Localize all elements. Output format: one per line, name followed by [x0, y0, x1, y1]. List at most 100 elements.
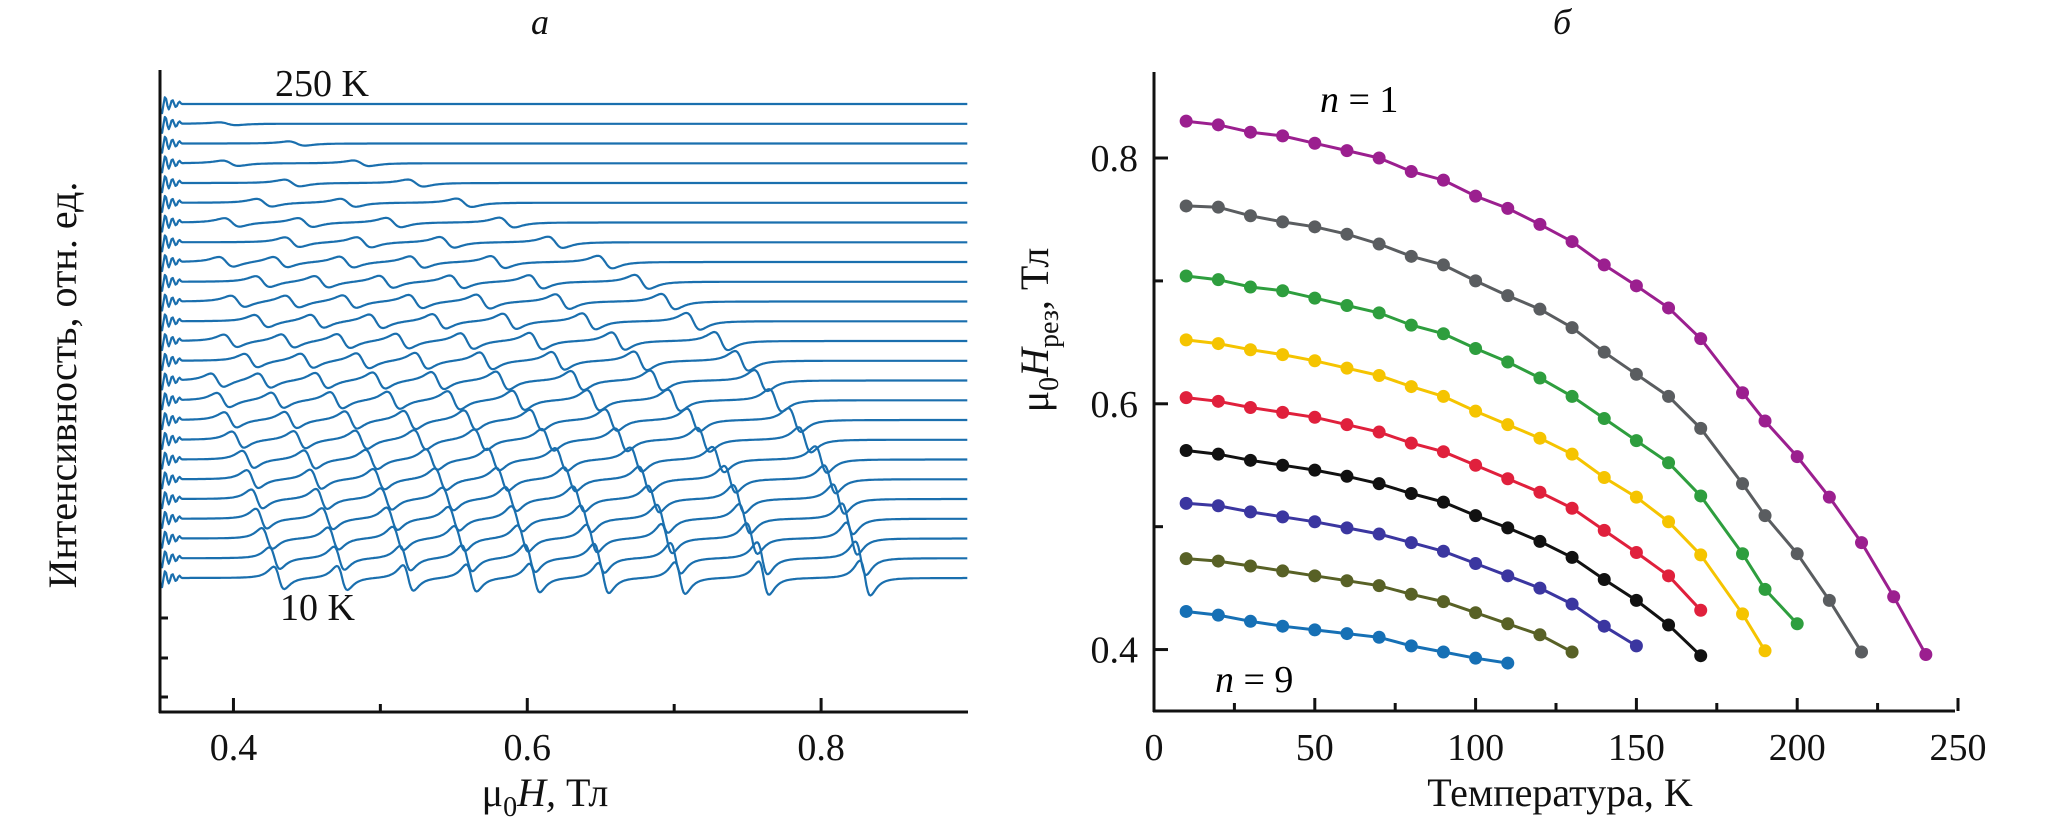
panel-b-resonance-field: б 0 50 100 150 200 250 0.4 0.6 0.8 n = 1 n = 9 Т… [1012, 2, 1987, 815]
data-point [1662, 456, 1676, 470]
panel-b-letter: б [1553, 2, 1573, 42]
data-point [1694, 421, 1708, 435]
data-point [1276, 129, 1290, 143]
series-n5 [1179, 391, 1708, 617]
spectrum-trace-160K [159, 273, 968, 292]
data-point [1855, 645, 1869, 659]
spectrum-trace-90K [159, 407, 968, 433]
data-point [1565, 501, 1579, 515]
b-x-tick-label: 0 [1145, 727, 1164, 769]
spectrum-trace-230K [159, 135, 968, 154]
data-point [1533, 371, 1547, 385]
data-point [1211, 273, 1225, 287]
data-point [1276, 458, 1290, 472]
b-y-tick-label: 0.6 [1091, 384, 1139, 426]
data-point [1211, 394, 1225, 408]
data-point [1597, 471, 1611, 485]
a-xlabel-unit: Тл [556, 770, 608, 815]
data-point [1436, 258, 1450, 272]
data-point [1501, 355, 1515, 369]
data-point [1308, 623, 1322, 637]
data-point [1629, 639, 1643, 653]
spectrum-trace-40K [159, 502, 968, 536]
data-point [1758, 509, 1772, 523]
b-ylabel-sub0: 0 [1034, 377, 1065, 391]
data-point [1790, 617, 1804, 631]
data-point [1308, 515, 1322, 529]
data-point [1372, 369, 1386, 383]
data-point [1436, 327, 1450, 341]
data-point [1629, 593, 1643, 607]
data-point [1243, 400, 1257, 414]
spectrum-trace-110K [159, 369, 968, 393]
a-x-axis-label: μ0H, Тл [482, 770, 609, 823]
data-point [1179, 199, 1193, 213]
data-point [1340, 469, 1354, 483]
data-point [1533, 628, 1547, 642]
data-point [1501, 472, 1515, 486]
b-x-tick-label: 200 [1769, 727, 1826, 769]
data-point [1469, 458, 1483, 472]
data-point [1340, 521, 1354, 535]
data-point [1243, 280, 1257, 294]
data-point [1404, 249, 1418, 263]
label-n1-n: n [1320, 79, 1339, 121]
data-point [1629, 367, 1643, 381]
a-x-tick-label: 0.8 [797, 727, 845, 769]
data-point [1211, 118, 1225, 132]
data-point [1629, 490, 1643, 504]
series-line [1186, 204, 1863, 653]
annotation-250k: 250 K [275, 63, 370, 105]
spectrum-trace-20K [159, 540, 968, 577]
data-point [1469, 341, 1483, 355]
data-point [1790, 450, 1804, 464]
data-point [1372, 237, 1386, 251]
a-ticks: 0.4 0.6 0.8 [160, 616, 845, 769]
data-point [1533, 302, 1547, 316]
annotation-10k: 10 K [280, 587, 356, 629]
data-point [1179, 114, 1193, 128]
spectrum-trace-180K [159, 234, 968, 253]
data-point [1340, 627, 1354, 641]
spectrum-trace-240K [159, 115, 968, 134]
data-point [1469, 189, 1483, 203]
data-point [1597, 258, 1611, 272]
data-point [1736, 386, 1750, 400]
series-n6 [1179, 443, 1708, 663]
data-point [1469, 509, 1483, 523]
data-point [1662, 515, 1676, 529]
data-point [1694, 649, 1708, 663]
b-y-tick-label: 0.4 [1091, 630, 1139, 672]
data-point [1276, 215, 1290, 229]
data-point [1211, 200, 1225, 214]
data-point [1501, 289, 1515, 303]
data-point [1340, 418, 1354, 432]
data-point [1469, 274, 1483, 288]
panel-a-spectra: а 0.4 0.6 0.8 250 K 10 K μ0H, Тл Интенсивн… [40, 2, 968, 823]
data-point [1436, 389, 1450, 403]
data-point [1662, 301, 1676, 315]
data-point [1372, 425, 1386, 439]
data-point [1565, 389, 1579, 403]
data-point [1597, 523, 1611, 537]
data-point [1469, 557, 1483, 571]
series-n7 [1179, 496, 1643, 653]
label-n1: n = 1 [1320, 79, 1398, 121]
data-point [1855, 536, 1869, 550]
data-point [1404, 380, 1418, 394]
data-point [1629, 279, 1643, 293]
data-point [1211, 608, 1225, 622]
data-point [1308, 410, 1322, 424]
data-point [1179, 391, 1193, 405]
data-point [1565, 235, 1579, 249]
data-point [1501, 656, 1515, 670]
b-x-axis-label: Температура, K [1427, 770, 1693, 815]
b-ylabel-var: H [1012, 346, 1057, 378]
b-ticks: 0 50 100 150 200 250 0.4 0.6 0.8 [1091, 138, 1987, 769]
spectrum-trace-190K [159, 214, 968, 233]
data-point [1565, 321, 1579, 335]
data-point [1758, 582, 1772, 596]
data-point [1758, 644, 1772, 658]
data-point [1629, 545, 1643, 559]
spectrum-trace-120K [159, 349, 968, 372]
